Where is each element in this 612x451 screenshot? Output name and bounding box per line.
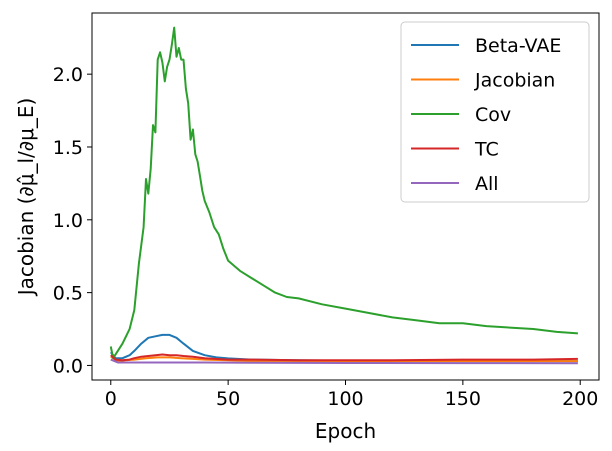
- legend-label-cov: Cov: [475, 104, 511, 126]
- y-axis-label: Jacobian (∂μ̂_l/∂μ_E): [14, 98, 38, 298]
- y-tick-label: 1.0: [53, 210, 83, 232]
- legend-label-all: All: [475, 173, 499, 195]
- x-tick-label: 50: [216, 388, 240, 410]
- series-layer: [109, 26, 578, 365]
- x-tick-label: 100: [327, 388, 363, 410]
- x-tick-label: 150: [445, 388, 481, 410]
- x-tick-label: 0: [105, 388, 117, 410]
- legend-label-beta-vae: Beta-VAE: [475, 35, 561, 57]
- series-line-all: [110, 358, 578, 365]
- ticks-layer: 0 50 100 150 200 0.0 0.5 1.0 1.5 2.0: [53, 64, 599, 410]
- legend-items: Beta-VAE Jacobian Cov TC All: [411, 35, 561, 195]
- legend-box: [400, 21, 590, 203]
- y-tick-label: 2.0: [53, 64, 83, 86]
- y-tick-label: 0.0: [53, 355, 83, 377]
- x-tick-label: 200: [562, 388, 598, 410]
- x-axis-label: Epoch: [315, 419, 376, 443]
- series-line-tc: [110, 353, 578, 362]
- legend-label-tc: TC: [474, 139, 499, 161]
- y-tick-label: 1.5: [53, 137, 83, 159]
- legend-label-jacobian: Jacobian: [474, 70, 555, 92]
- series-line-cov: [109, 26, 578, 360]
- legend: Beta-VAE Jacobian Cov TC All: [400, 21, 590, 203]
- series-line-beta-vae: [110, 333, 578, 363]
- y-tick-label: 0.5: [53, 283, 83, 305]
